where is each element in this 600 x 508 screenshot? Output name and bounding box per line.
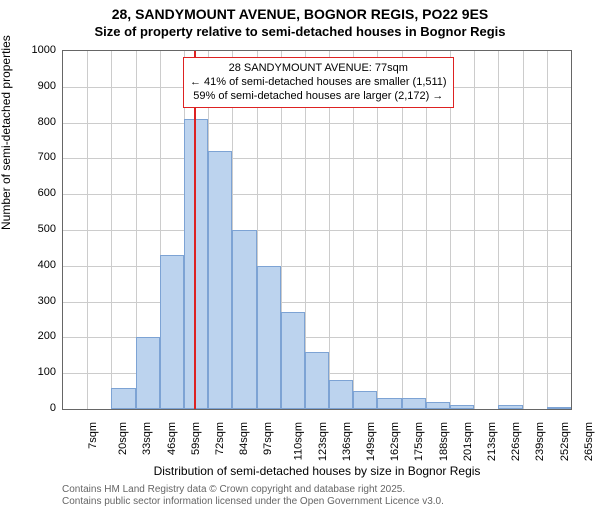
histogram-bar	[232, 230, 256, 409]
histogram-bar	[402, 398, 426, 409]
x-tick-label: 136sqm	[341, 422, 353, 461]
gridline-h	[63, 230, 571, 231]
gridline-v	[87, 51, 88, 409]
x-tick-label: 201sqm	[462, 422, 474, 461]
x-tick-label: 188sqm	[438, 422, 450, 461]
y-tick-label: 0	[16, 402, 56, 414]
x-tick-label: 162sqm	[389, 422, 401, 461]
gridline-h	[63, 158, 571, 159]
histogram-bar	[498, 405, 522, 409]
gridline-h	[63, 123, 571, 124]
histogram-bar	[281, 312, 305, 409]
x-tick-label: 175sqm	[414, 422, 426, 461]
x-tick-label: 149sqm	[365, 422, 377, 461]
histogram-bar	[547, 407, 571, 409]
footer-line-2: Contains public sector information licen…	[62, 496, 572, 508]
y-tick-label: 1000	[16, 44, 56, 56]
x-tick-label: 46sqm	[166, 422, 178, 455]
histogram-bar	[257, 266, 281, 409]
y-tick-label: 100	[16, 366, 56, 378]
histogram-bar	[353, 391, 377, 409]
y-tick-label: 900	[16, 80, 56, 92]
histogram-bar	[136, 337, 160, 409]
gridline-v	[111, 51, 112, 409]
histogram-bar	[305, 352, 329, 409]
gridline-v	[474, 51, 475, 409]
x-tick-label: 226sqm	[510, 422, 522, 461]
chart-subtitle: Size of property relative to semi-detach…	[0, 24, 600, 39]
histogram-bar	[208, 151, 232, 409]
gridline-h	[63, 302, 571, 303]
x-tick-label: 239sqm	[535, 422, 547, 461]
y-axis-label: Number of semi-detached properties	[0, 35, 13, 230]
histogram-bar	[160, 255, 184, 409]
histogram-bar	[329, 380, 353, 409]
x-tick-label: 7sqm	[87, 422, 99, 449]
x-tick-label: 59sqm	[190, 422, 202, 455]
histogram-bar	[184, 119, 208, 409]
histogram-bar	[450, 405, 474, 409]
y-tick-label: 200	[16, 330, 56, 342]
x-tick-label: 33sqm	[141, 422, 153, 455]
attribution-footer: Contains HM Land Registry data © Crown c…	[62, 484, 572, 508]
y-tick-label: 800	[16, 116, 56, 128]
y-tick-label: 600	[16, 187, 56, 199]
plot-area: 28 SANDYMOUNT AVENUE: 77sqm ← 41% of sem…	[62, 50, 572, 410]
x-tick-label: 252sqm	[559, 422, 571, 461]
gridline-v	[547, 51, 548, 409]
x-axis-label: Distribution of semi-detached houses by …	[62, 464, 572, 478]
gridline-v	[498, 51, 499, 409]
chart-title: 28, SANDYMOUNT AVENUE, BOGNOR REGIS, PO2…	[0, 6, 600, 22]
gridline-h	[63, 266, 571, 267]
y-tick-label: 300	[16, 295, 56, 307]
gridline-v	[523, 51, 524, 409]
x-tick-label: 123sqm	[317, 422, 329, 461]
y-tick-label: 400	[16, 259, 56, 271]
annotation-line-1: 28 SANDYMOUNT AVENUE: 77sqm	[190, 62, 447, 76]
histogram-bar	[111, 388, 135, 409]
x-tick-label: 97sqm	[262, 422, 274, 455]
x-tick-label: 20sqm	[117, 422, 129, 455]
annotation-line-3: 59% of semi-detached houses are larger (…	[190, 90, 447, 104]
x-tick-label: 110sqm	[292, 422, 304, 460]
annotation-box: 28 SANDYMOUNT AVENUE: 77sqm ← 41% of sem…	[183, 57, 454, 108]
y-tick-label: 700	[16, 151, 56, 163]
footer-line-1: Contains HM Land Registry data © Crown c…	[62, 484, 572, 496]
y-tick-label: 500	[16, 223, 56, 235]
gridline-h	[63, 194, 571, 195]
x-tick-label: 213sqm	[486, 422, 498, 461]
x-tick-label: 72sqm	[214, 422, 226, 455]
histogram-bar	[426, 402, 450, 409]
histogram-bar	[377, 398, 401, 409]
chart-container: 28, SANDYMOUNT AVENUE, BOGNOR REGIS, PO2…	[0, 0, 600, 500]
x-tick-label: 265sqm	[583, 422, 595, 461]
x-tick-label: 84sqm	[238, 422, 250, 455]
annotation-line-2: ← 41% of semi-detached houses are smalle…	[190, 76, 447, 90]
